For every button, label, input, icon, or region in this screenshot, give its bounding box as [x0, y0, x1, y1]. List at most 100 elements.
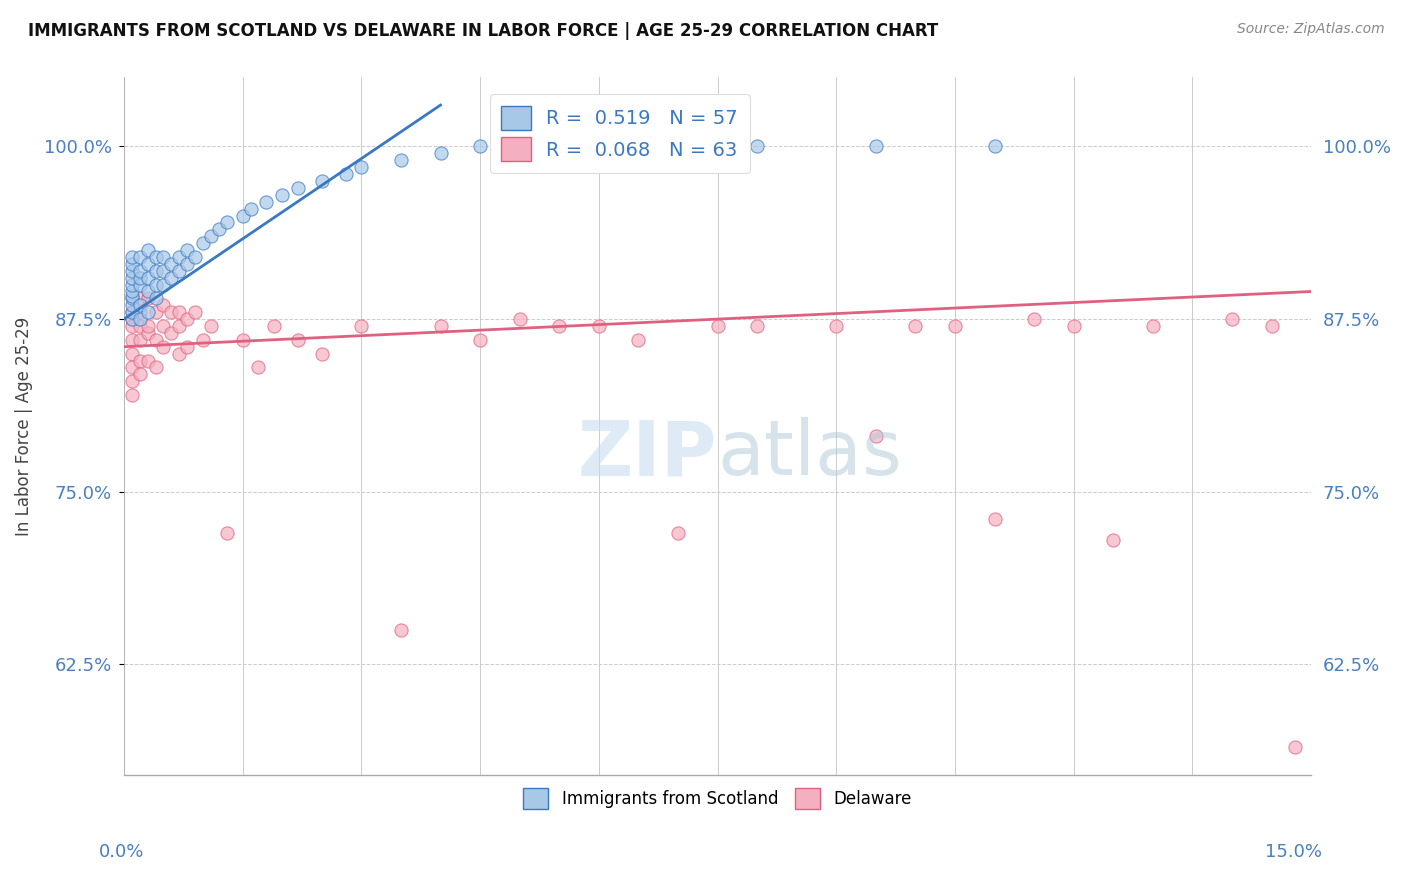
Point [128, 353, 150, 368]
Text: 15.0%: 15.0% [1264, 843, 1322, 861]
Point [588, 318, 610, 333]
Point [128, 264, 150, 278]
Point [160, 257, 183, 271]
Point [121, 250, 143, 264]
Point [136, 326, 159, 340]
Point [145, 360, 167, 375]
Point [200, 318, 222, 333]
Point [121, 360, 143, 375]
Point [200, 229, 222, 244]
Point [152, 298, 174, 312]
Point [429, 146, 451, 161]
Point [136, 285, 159, 299]
Point [152, 318, 174, 333]
Point [548, 139, 571, 153]
Point [128, 333, 150, 347]
Point [943, 318, 966, 333]
Point [904, 318, 927, 333]
Point [136, 243, 159, 257]
Point [509, 312, 531, 326]
Y-axis label: In Labor Force | Age 25-29: In Labor Force | Age 25-29 [15, 317, 32, 536]
Point [128, 318, 150, 333]
Point [145, 264, 167, 278]
Point [128, 312, 150, 326]
Point [128, 250, 150, 264]
Point [287, 181, 309, 195]
Point [145, 277, 167, 292]
Point [1220, 312, 1243, 326]
Text: ZIP: ZIP [578, 417, 717, 491]
Point [350, 160, 373, 174]
Point [389, 153, 412, 168]
Point [169, 305, 191, 319]
Point [128, 270, 150, 285]
Text: 0.0%: 0.0% [98, 843, 143, 861]
Point [706, 318, 728, 333]
Point [169, 318, 191, 333]
Point [191, 333, 214, 347]
Point [983, 512, 1005, 526]
Point [747, 139, 769, 153]
Point [548, 318, 571, 333]
Point [152, 277, 174, 292]
Point [160, 305, 183, 319]
Point [215, 526, 238, 541]
Point [389, 623, 412, 637]
Point [145, 333, 167, 347]
Point [191, 236, 214, 251]
Point [983, 139, 1005, 153]
Point [121, 288, 143, 302]
Point [176, 257, 198, 271]
Point [1102, 533, 1125, 547]
Point [128, 277, 150, 292]
Point [271, 187, 294, 202]
Text: atlas: atlas [717, 417, 903, 491]
Point [169, 250, 191, 264]
Point [627, 333, 650, 347]
Point [350, 318, 373, 333]
Point [121, 318, 143, 333]
Point [184, 250, 207, 264]
Point [121, 270, 143, 285]
Point [121, 346, 143, 360]
Point [128, 305, 150, 319]
Point [169, 346, 191, 360]
Point [176, 340, 198, 354]
Point [145, 305, 167, 319]
Point [121, 333, 143, 347]
Point [136, 353, 159, 368]
Point [232, 209, 254, 223]
Point [128, 292, 150, 306]
Point [215, 215, 238, 229]
Point [136, 292, 159, 306]
Point [1260, 318, 1282, 333]
Legend: Immigrants from Scotland, Delaware: Immigrants from Scotland, Delaware [517, 781, 918, 815]
Point [121, 312, 143, 326]
Point [335, 167, 357, 181]
Point [1024, 312, 1046, 326]
Point [429, 318, 451, 333]
Point [152, 264, 174, 278]
Point [121, 257, 143, 271]
Text: IMMIGRANTS FROM SCOTLAND VS DELAWARE IN LABOR FORCE | AGE 25-29 CORRELATION CHAR: IMMIGRANTS FROM SCOTLAND VS DELAWARE IN … [28, 22, 938, 40]
Point [128, 298, 150, 312]
Point [247, 360, 270, 375]
Point [232, 333, 254, 347]
Point [136, 270, 159, 285]
Point [287, 333, 309, 347]
Point [136, 257, 159, 271]
Text: Source: ZipAtlas.com: Source: ZipAtlas.com [1237, 22, 1385, 37]
Point [121, 312, 143, 326]
Point [666, 526, 689, 541]
Point [169, 264, 191, 278]
Point [121, 277, 143, 292]
Point [311, 346, 333, 360]
Point [208, 222, 231, 236]
Point [254, 194, 277, 209]
Point [145, 250, 167, 264]
Point [239, 202, 262, 216]
Point [121, 285, 143, 299]
Point [176, 312, 198, 326]
Point [121, 305, 143, 319]
Point [121, 298, 143, 312]
